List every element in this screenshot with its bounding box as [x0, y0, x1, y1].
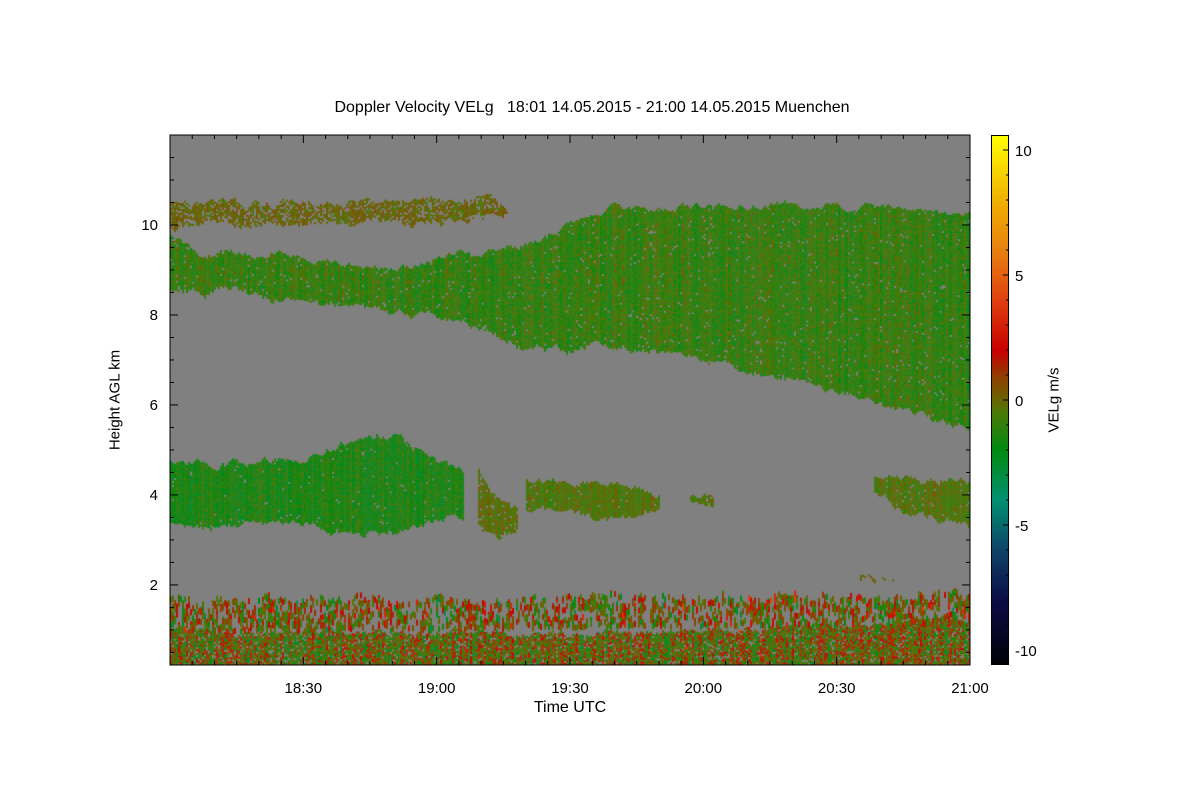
colorbar-tick-label: -5 [1015, 518, 1028, 535]
y-tick-label: 4 [150, 487, 158, 504]
x-tick-label: 21:00 [951, 680, 989, 697]
x-tick-label: 19:00 [418, 680, 456, 697]
colorbar-tick-label: 5 [1015, 268, 1023, 285]
y-axis-label: Height AGL km [106, 349, 124, 451]
chart-title: Doppler Velocity VELg 18:01 14.05.2015 -… [334, 99, 850, 116]
colorbar-tick-label: 0 [1015, 393, 1023, 410]
y-tick-label: 8 [150, 307, 158, 324]
x-tick-label: 20:00 [685, 680, 723, 697]
x-tick-label: 18:30 [285, 680, 323, 697]
colorbar-label: VELg m/s [1045, 367, 1063, 433]
x-tick-label: 20:30 [818, 680, 856, 697]
y-tick-label: 10 [141, 217, 158, 234]
x-tick-label: 19:30 [551, 680, 589, 697]
colorbar-tick-label: 10 [1015, 143, 1032, 160]
heatmap-plot-area [170, 135, 970, 665]
colorbar-tick-label: -10 [1015, 643, 1037, 660]
colorbar [991, 135, 1009, 665]
y-tick-label: 6 [150, 397, 158, 414]
y-tick-label: 2 [150, 577, 158, 594]
x-axis-label: Time UTC [533, 699, 607, 716]
